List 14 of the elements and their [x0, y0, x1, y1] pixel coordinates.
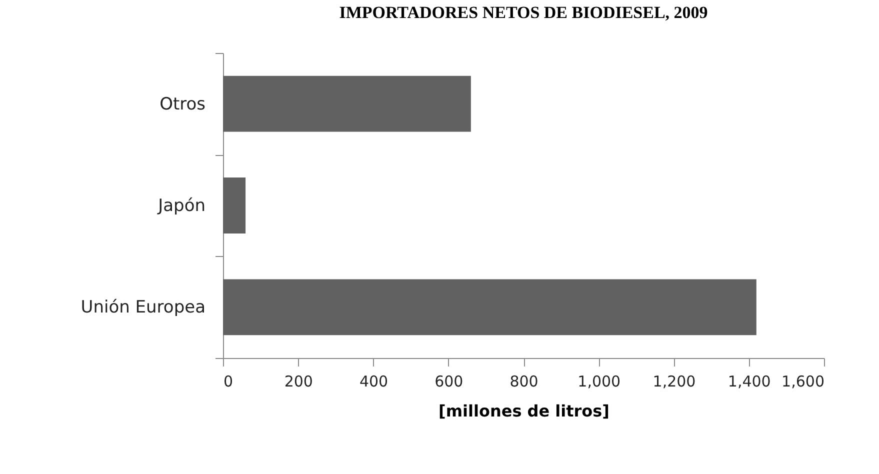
x-tick-label: 600 [434, 372, 464, 390]
x-tick-label: 800 [510, 372, 538, 390]
x-tick-label: 1,000 [578, 372, 621, 390]
y-tick-label: Japón [157, 196, 206, 216]
x-tick-label: 400 [359, 372, 388, 390]
x-tick-label: 0 [224, 372, 234, 390]
x-tick-label: 1,400 [728, 372, 771, 390]
x-axis-title: [millones de litros] [438, 402, 610, 420]
x-tick-label: 1,600 [782, 372, 824, 390]
y-tick-label: Unión Europea [80, 298, 206, 318]
x-tick-label: 200 [284, 372, 313, 390]
x-tick-label: 1,200 [652, 372, 696, 390]
chart-title: IMPORTADORES NETOS DE BIODIESEL, 2009 [339, 3, 708, 22]
y-tick-label: Otros [160, 94, 206, 114]
